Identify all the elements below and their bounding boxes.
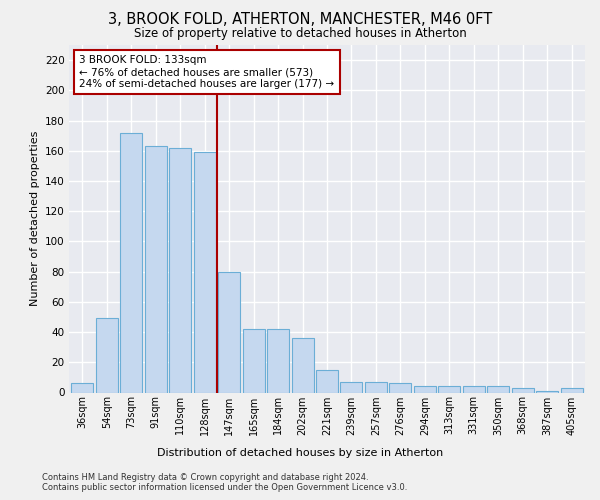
Bar (487, 386, 509, 392)
Bar (292, 338, 314, 392)
Bar (365, 382, 387, 392)
Bar (414, 386, 436, 392)
Bar (438, 386, 460, 392)
Bar (121, 132, 142, 392)
Bar (267, 329, 289, 392)
Bar (96, 318, 118, 392)
Bar (560, 388, 583, 392)
Bar (169, 148, 191, 392)
Text: Distribution of detached houses by size in Atherton: Distribution of detached houses by size … (157, 448, 443, 458)
Bar (71, 384, 94, 392)
Bar (340, 382, 362, 392)
Text: 3, BROOK FOLD, ATHERTON, MANCHESTER, M46 0FT: 3, BROOK FOLD, ATHERTON, MANCHESTER, M46… (108, 12, 492, 28)
Bar (145, 146, 167, 392)
Text: Size of property relative to detached houses in Atherton: Size of property relative to detached ho… (134, 28, 466, 40)
Bar (463, 386, 485, 392)
Text: 3 BROOK FOLD: 133sqm
← 76% of detached houses are smaller (573)
24% of semi-deta: 3 BROOK FOLD: 133sqm ← 76% of detached h… (79, 56, 334, 88)
Bar (194, 152, 216, 392)
Bar (242, 329, 265, 392)
Bar (536, 391, 558, 392)
Bar (512, 388, 533, 392)
Y-axis label: Number of detached properties: Number of detached properties (29, 131, 40, 306)
Bar (316, 370, 338, 392)
Bar (389, 384, 412, 392)
Text: Contains HM Land Registry data © Crown copyright and database right 2024.
Contai: Contains HM Land Registry data © Crown c… (42, 472, 407, 492)
Bar (218, 272, 240, 392)
